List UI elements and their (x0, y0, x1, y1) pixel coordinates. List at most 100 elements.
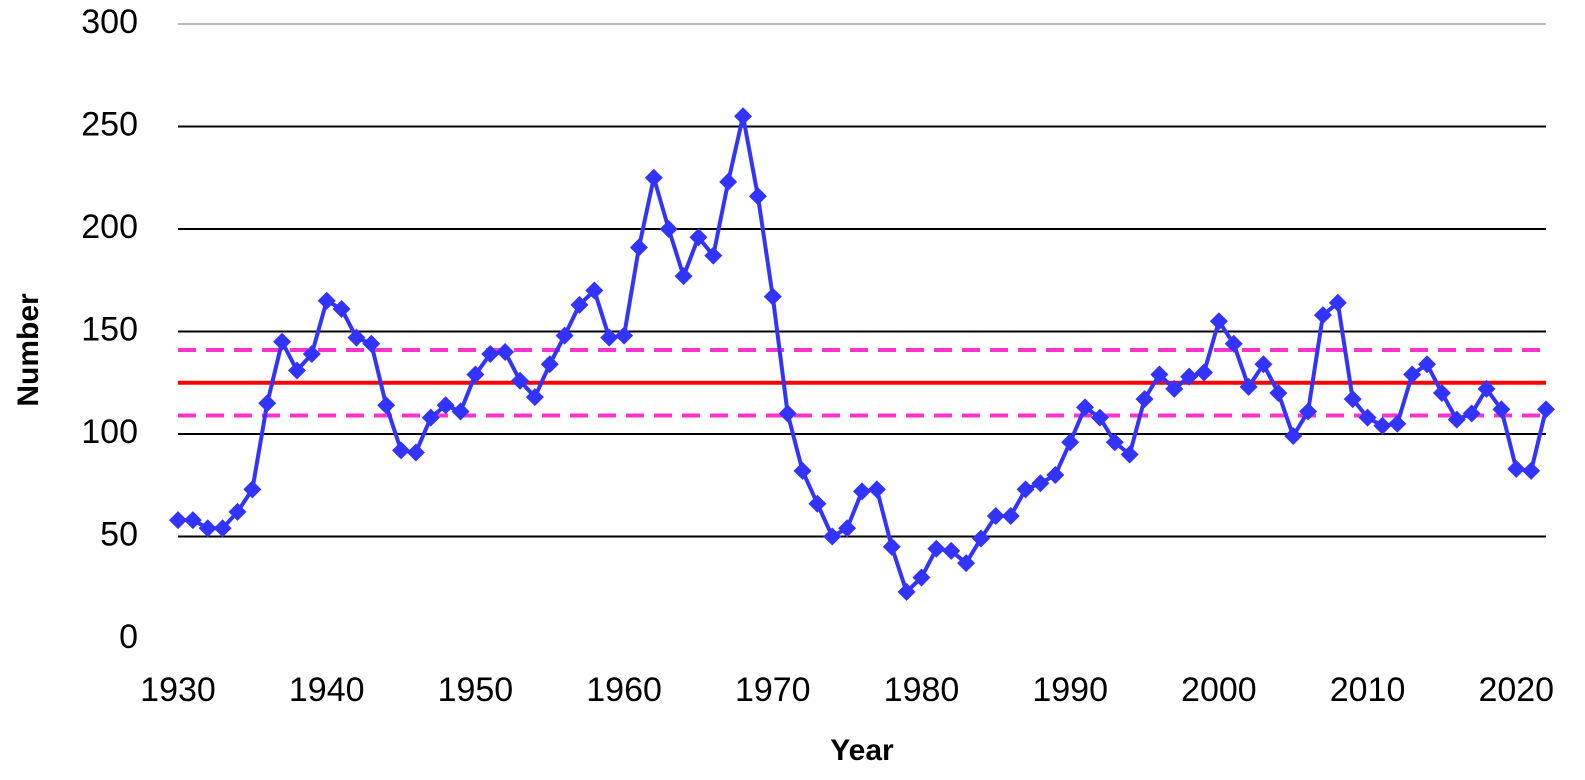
data-point (674, 267, 693, 286)
y-tick-label: 300 (81, 3, 138, 41)
data-point (169, 511, 187, 530)
data-point (1195, 363, 1213, 382)
data-point (644, 168, 663, 187)
data-point (1061, 433, 1080, 452)
data-point (1477, 379, 1496, 398)
data-point (853, 482, 871, 501)
y-tick-label: 200 (81, 208, 138, 246)
y-tick-label: 50 (100, 515, 138, 553)
data-point (778, 404, 797, 423)
data-point (748, 187, 767, 206)
data-point (1537, 400, 1555, 419)
data-point (1150, 365, 1169, 384)
data-point (1209, 312, 1228, 331)
data-point (585, 281, 604, 300)
data-point (912, 568, 931, 587)
data-point (362, 334, 381, 353)
data-point (1313, 306, 1332, 325)
x-tick-label: 2020 (1478, 671, 1554, 709)
data-point (1165, 379, 1184, 398)
data-point (1462, 404, 1481, 423)
data-point (1090, 408, 1109, 427)
data-point (481, 345, 500, 364)
data-point (1328, 293, 1347, 312)
data-point (1224, 334, 1243, 353)
data-point (1016, 480, 1035, 499)
data-point (243, 480, 262, 499)
data-point (1076, 398, 1095, 417)
data-point (1447, 410, 1466, 429)
data-point (347, 328, 366, 347)
data-point (600, 328, 619, 347)
data-point (823, 527, 842, 546)
data-point (1135, 390, 1154, 409)
data-point (213, 519, 232, 538)
data-point (734, 107, 753, 126)
data-point (1239, 377, 1258, 396)
data-point (1031, 474, 1050, 493)
data-point (451, 402, 470, 421)
data-point (1180, 367, 1199, 386)
data-point (258, 394, 277, 413)
x-tick-label: 1930 (140, 671, 216, 709)
x-tick-label: 1940 (289, 671, 365, 709)
data-point (838, 519, 857, 538)
data-point (377, 396, 396, 415)
data-point (942, 541, 961, 560)
data-point (555, 326, 574, 345)
data-point (1284, 427, 1303, 446)
x-tick-label: 2010 (1330, 671, 1406, 709)
data-point (287, 361, 306, 380)
data-point (629, 238, 648, 257)
data-point (971, 529, 990, 548)
data-point (1373, 416, 1392, 435)
data-point (406, 443, 425, 462)
y-tick-label: 250 (81, 105, 138, 143)
data-point (540, 355, 559, 374)
data-point (897, 582, 916, 601)
data-point (763, 287, 782, 306)
data-point (867, 480, 886, 499)
data-point (689, 228, 708, 247)
data-point (302, 345, 321, 364)
data-point (1343, 390, 1362, 409)
data-point (1120, 445, 1139, 464)
x-tick-label: 1990 (1032, 671, 1108, 709)
data-point (808, 494, 827, 513)
data-point (793, 461, 812, 480)
data-point (1358, 408, 1377, 427)
data-point (1046, 466, 1065, 484)
x-tick-label: 1980 (884, 671, 960, 709)
data-point (1299, 402, 1318, 421)
data-point (659, 220, 678, 238)
data-point (1254, 355, 1273, 374)
data-point (704, 246, 723, 265)
y-tick-label: 0 (119, 618, 138, 656)
data-point (392, 441, 411, 460)
data-point (986, 507, 1005, 525)
data-point (615, 326, 634, 345)
y-tick-label: 150 (81, 310, 138, 348)
data-point (1001, 507, 1020, 525)
data-point (1432, 384, 1451, 402)
data-point (1388, 414, 1407, 433)
x-tick-label: 2000 (1181, 671, 1257, 709)
data-point (1403, 365, 1422, 384)
data-point (1522, 461, 1541, 480)
y-axis-title: Number (12, 293, 45, 407)
data-point (332, 299, 351, 318)
x-tick-label: 1960 (586, 671, 662, 709)
data-point (927, 539, 946, 558)
data-point (1418, 355, 1437, 374)
data-point (496, 343, 515, 361)
data-point (273, 332, 292, 351)
data-point (183, 511, 202, 530)
x-tick-label: 1970 (735, 671, 811, 709)
data-point (1492, 400, 1511, 419)
data-point (1507, 459, 1526, 478)
data-point (1269, 384, 1288, 402)
data-point (719, 172, 738, 191)
data-point (882, 537, 901, 556)
data-point (466, 365, 485, 384)
